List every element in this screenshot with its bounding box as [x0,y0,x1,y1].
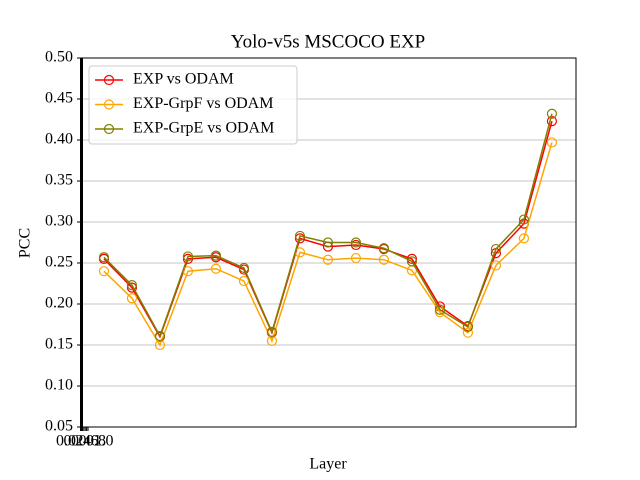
x-axis-label: Layer [309,456,347,473]
legend-marker [103,74,115,86]
marker [266,326,278,337]
y-tick-label: 0.45 [45,90,73,107]
marker [126,280,138,291]
left-bar [80,58,83,431]
marker [378,243,390,254]
marker [518,214,530,225]
marker [490,243,502,255]
marker [294,233,306,244]
marker [378,254,390,265]
y-tick-label: 0.25 [45,254,73,271]
y-axis-label: PCC [17,228,34,258]
marker [98,252,110,263]
x-tick-label: 0.4 [71,433,91,450]
marker [406,256,418,267]
marker [462,321,474,333]
marker [238,275,250,287]
x-tick-label: 0.2 [64,433,84,450]
marker [182,251,194,262]
marker [546,137,558,148]
y-tick-label: 0.50 [45,49,73,66]
marker [518,233,530,244]
chart-title: Yolo-v5s MSCOCO EXP [231,31,425,52]
legend-box [88,65,298,145]
marker [126,293,138,304]
legend-label: EXP-GrpF vs ODAM [133,95,273,112]
x-tick-label: 1.0 [94,433,114,450]
series-line [103,142,553,347]
marker [294,230,306,242]
marker [350,252,362,264]
y-tick-label: 0.20 [45,295,73,312]
marker [98,266,110,277]
marker [210,250,222,261]
legend-marker [103,123,115,135]
marker [350,239,362,251]
y-tick-label: 0.05 [45,418,73,435]
marker [238,262,250,274]
x-tick-label: 0.0 [56,433,76,450]
marker [546,108,558,119]
y-tick-label: 0.15 [45,336,73,353]
y-tick-label: 0.30 [45,213,73,230]
legend-label: EXP-GrpE vs ODAM [133,120,274,137]
marker [154,330,166,342]
y-tick-label: 0.10 [45,377,73,394]
marker [210,263,222,274]
legend-label: EXP vs ODAM [133,71,234,88]
y-tick-label: 0.40 [45,131,73,148]
marker [490,260,502,271]
y-tick-label: 0.35 [45,172,73,189]
marker [434,304,446,315]
marker [126,282,138,293]
marker [182,253,194,264]
marker [322,237,334,248]
x-tick-label: 0.6 [79,433,99,450]
marker [350,237,362,248]
legend-marker [103,99,115,110]
marker [462,327,474,338]
marker [322,254,334,265]
x-tick-label: 0.8 [86,433,106,450]
series-line [103,113,553,338]
